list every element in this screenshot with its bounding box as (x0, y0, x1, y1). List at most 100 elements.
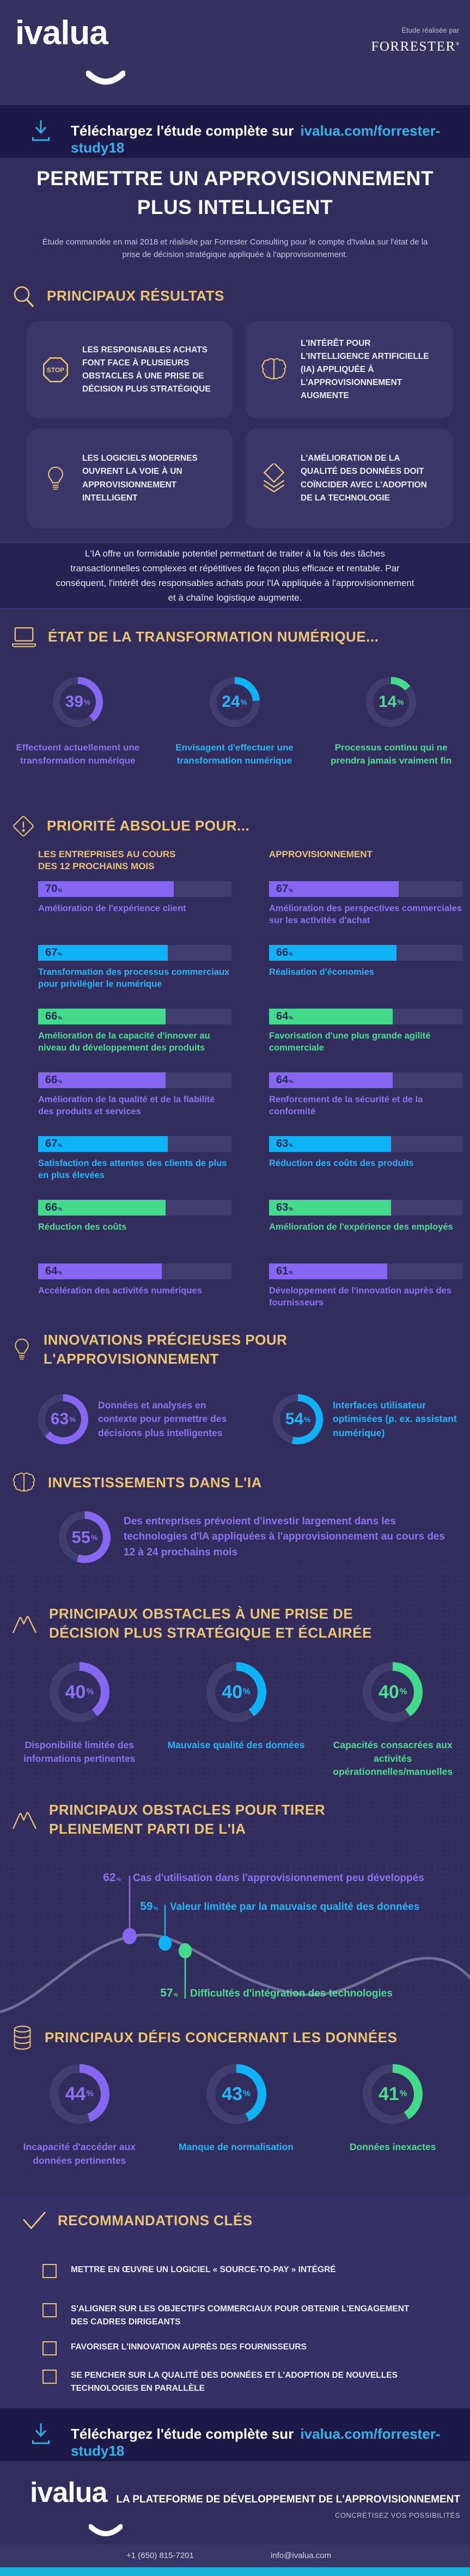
section-principaux-resultats: PRINCIPAUX RÉSULTATS (0, 284, 470, 309)
stat-label: Capacités consacrées aux activités opéra… (333, 1739, 453, 1777)
donut-number: 43 (222, 2083, 243, 2104)
bar-label: Amélioration de l'expérience client (38, 904, 186, 913)
bar-label: Amélioration des perspectives commercial… (269, 904, 462, 925)
stat-label: Effectuent actuellement une transformati… (16, 742, 140, 766)
stat-item: 14% Processus continu qui ne prendra jama… (323, 677, 459, 767)
percent-sign: % (289, 1206, 294, 1212)
priority-bar-item: 64% Accélération des activités numériques (38, 1263, 231, 1327)
donut-hole (215, 1671, 258, 1713)
section-heading: PRINCIPAUX RÉSULTATS (47, 288, 224, 304)
magnifier-icon (14, 286, 34, 308)
recommendation-text: SE PENCHER SUR LA QUALITÉ DES DONNÉES ET… (71, 2371, 398, 2394)
data-point-cyan (158, 1936, 172, 1951)
stat-label: Données inexactes (349, 2141, 436, 2152)
section-obstacles-decision: PRINCIPAUX OBSTACLES À UNE PRISE DE DÉCI… (0, 1604, 470, 1643)
bar-fill: 64% (269, 1072, 393, 1088)
recommendation-item: FAVORISER L'INNOVATION AUPRÈS DES FOURNI… (42, 2341, 424, 2355)
donut-chart: 24% (209, 677, 260, 727)
bar-track: 67% (38, 945, 231, 961)
section-innovations: INNOVATIONS PRÉCIEUSES POUR L'APPROVISIO… (0, 1330, 470, 1369)
footer-email[interactable]: info@ivalua.com (271, 2551, 332, 2560)
checkbox-icon[interactable] (42, 2264, 57, 2278)
bar-fill: 64% (38, 1263, 162, 1279)
donut-value: 14% (366, 677, 416, 727)
bar-fill: 66% (38, 1200, 166, 1216)
percent-sign: % (58, 888, 63, 893)
bar-value: 63% (269, 1138, 293, 1150)
donut-hole (216, 684, 253, 720)
section-transformation: ÉTAT DE LA TRANSFORMATION NUMÉRIQUE... (0, 626, 470, 648)
donut-hole (45, 1401, 81, 1437)
forrester-logo: FORRESTER® (371, 39, 460, 54)
bar-fill: 66% (38, 1072, 166, 1088)
priority-bar-item: 67% Amélioration des perspectives commerc… (269, 881, 462, 945)
footer-contact-bar: +1 (650) 815-7201 info@ivalua.com (0, 2544, 470, 2567)
donut-number: 41 (378, 2083, 399, 2104)
percent-sign: % (399, 1687, 407, 1696)
bar-number: 64 (45, 1265, 58, 1277)
donut-value: 40% (206, 1662, 266, 1722)
donut-number: 40 (65, 1681, 86, 1702)
donut-hole (371, 2073, 414, 2115)
percent-sign: % (240, 698, 247, 706)
bar-value: 64% (38, 1265, 62, 1278)
stat-label: Incapacité d'accéder aux données pertine… (23, 2141, 136, 2166)
bar-label: Réduction des coûts des produits (269, 1158, 414, 1168)
bar-fill: 66% (38, 1009, 166, 1024)
checkbox-icon[interactable] (42, 2370, 57, 2384)
checkbox-icon[interactable] (42, 2303, 57, 2317)
donut-value: 54% (273, 1394, 323, 1444)
layers-icon (258, 463, 290, 494)
bar-label: Accélération des activités numériques (38, 1286, 202, 1296)
bar-track: 61% (269, 1263, 462, 1279)
donut-number: 54 (285, 1410, 304, 1428)
recommendation-item: S'ALIGNER SUR LES OBJECTIFS COMMERCIAUX … (42, 2303, 424, 2329)
recommendations-header: RECOMMANDATIONS CLÉS (11, 2210, 253, 2232)
percent-sign: % (84, 698, 91, 706)
priority-bar-item: 63% Réduction des coûts des produits (269, 1136, 462, 1200)
bar-label: Satisfaction des attentes des clients de… (38, 1158, 227, 1180)
footer-accent-strip (0, 2567, 470, 2576)
bar-value: 63% (269, 1201, 293, 1214)
ivalua-logo-text: ivalua (15, 14, 108, 52)
bar-label: Développement de l'innovation auprès des… (269, 1286, 451, 1308)
bar-label: Amélioration de la qualité et de la fiab… (38, 1095, 215, 1116)
obstacles-ia-wave-chart: 62% Cas d'utilisation dans l'approvision… (0, 1851, 470, 2019)
download-label: Téléchargez l'étude complète sur (71, 2426, 294, 2442)
priority-bar-item: 64% Renforcement de la sécurité et de la … (269, 1072, 462, 1136)
footer-phone[interactable]: +1 (650) 815-7201 (126, 2551, 194, 2560)
stat-label: Manque de normalisation (179, 2141, 294, 2152)
wave-point-text: Valeur limitée par la mauvaise qualité d… (170, 1901, 420, 1913)
donut-chart: 54% (273, 1394, 323, 1444)
priorities-block: LES ENTREPRISES AU COURS DES 12 PROCHAIN… (38, 849, 462, 1327)
percent-sign: % (243, 2089, 251, 2098)
wave-point-label: 59% Valeur limitée par la mauvaise quali… (124, 1900, 419, 1913)
stat-label: Processus continu qui ne prendra jamais … (331, 742, 452, 766)
bar-track: 63% (269, 1200, 462, 1216)
donut-value: 43% (206, 2064, 266, 2124)
bar-fill: 64% (269, 1009, 393, 1024)
download-link[interactable]: ivalua.com/forrester-study18 (71, 2426, 441, 2459)
bar-track: 64% (269, 1009, 462, 1024)
stat-label: Disponibilité limitée des informations p… (23, 1739, 136, 1764)
bar-label: Amélioration de la capacité d'innover au… (38, 1031, 210, 1053)
donut-value: 40% (50, 1662, 109, 1722)
result-card: LES LOGICIELS MODERNES OUVRENT LA VOIE À… (27, 429, 233, 528)
checkbox-icon[interactable] (42, 2341, 57, 2355)
bar-label: Favorisation d'une plus grande agilité c… (269, 1031, 431, 1053)
investment-label: Des entreprises prévoient d'investir lar… (124, 1515, 445, 1558)
stat-label: Mauvaise qualité des données (167, 1739, 305, 1750)
wave-point-text: Difficultés d'intégration des technologi… (190, 1988, 393, 1999)
section-heading: PRINCIPAUX OBSTACLES POUR TIRER PLEINEME… (49, 1802, 326, 1838)
donut-hole (371, 1671, 414, 1713)
column-header-approvisionnement: APPROVISIONNEMENT (269, 849, 373, 859)
bar-value: 66% (38, 1074, 62, 1086)
priority-bar-item: 67% Transformation des processus commerci… (38, 945, 231, 1009)
download-banner-top: Téléchargez l'étude complète sur ivalua.c… (0, 105, 470, 158)
download-label: Téléchargez l'étude complète sur (71, 123, 294, 139)
download-link[interactable]: ivalua.com/forrester-study18 (71, 123, 441, 156)
donut-number: 40 (378, 1681, 399, 1702)
brain-icon (258, 356, 290, 383)
donut-chart: 40% (49, 1662, 109, 1722)
donut-hole (280, 1401, 316, 1437)
